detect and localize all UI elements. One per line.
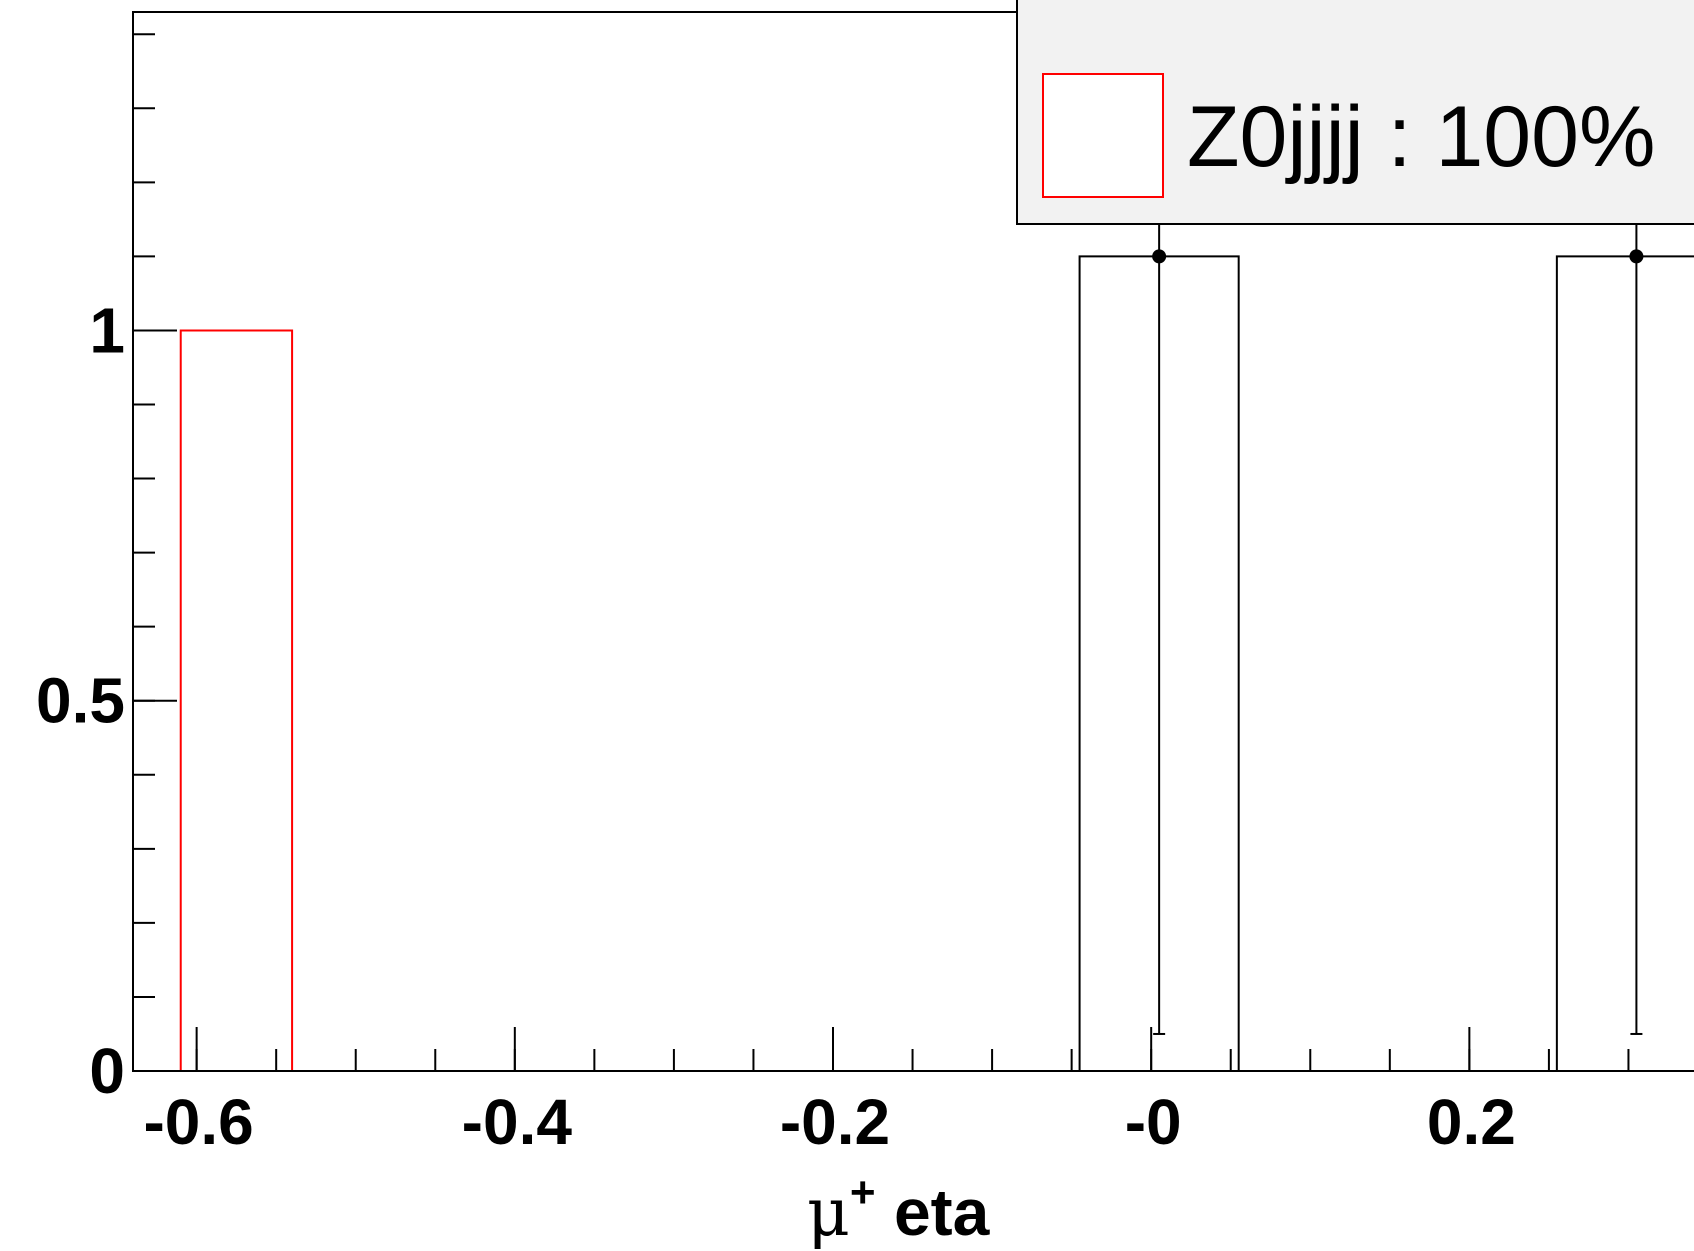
y-tick-label: 0.5 xyxy=(36,665,125,737)
x-axis: -0.6 -0.4 -0.2 -0 0.2 xyxy=(143,1027,1516,1158)
histogram-bar xyxy=(1555,255,1694,1071)
x-tick-label: 0.2 xyxy=(1427,1086,1516,1158)
histogram-bar xyxy=(179,329,294,1071)
x-axis-title-symbol: μ xyxy=(807,1174,850,1251)
error-bars xyxy=(1152,145,1644,1035)
x-tick-label: -0.2 xyxy=(780,1086,890,1158)
x-axis-title-text: eta xyxy=(894,1175,991,1249)
legend-swatch-z0jjjj xyxy=(1042,73,1164,198)
x-axis-title-superscript: + xyxy=(850,1168,876,1217)
y-minor-ticks xyxy=(133,33,155,1072)
histogram-bars xyxy=(133,255,1694,1072)
legend: Z0jjjj : 100% xyxy=(1016,0,1694,225)
y-axis: 00.51 xyxy=(36,294,177,1107)
x-tick-label: -0.4 xyxy=(462,1086,573,1158)
x-axis-title: μ+ eta xyxy=(807,1168,991,1251)
y-tick-label: 0 xyxy=(89,1035,125,1107)
data-point xyxy=(1629,249,1644,264)
x-axis-title-spacer xyxy=(876,1175,894,1249)
y-tick-label: 1 xyxy=(89,294,125,366)
x-tick-label: -0 xyxy=(1125,1086,1182,1158)
data-point xyxy=(1152,249,1167,264)
x-minor-ticks xyxy=(195,1049,1630,1071)
legend-label-z0jjjj: Z0jjjj : 100% xyxy=(1187,89,1655,185)
x-tick-label: -0.6 xyxy=(143,1086,253,1158)
